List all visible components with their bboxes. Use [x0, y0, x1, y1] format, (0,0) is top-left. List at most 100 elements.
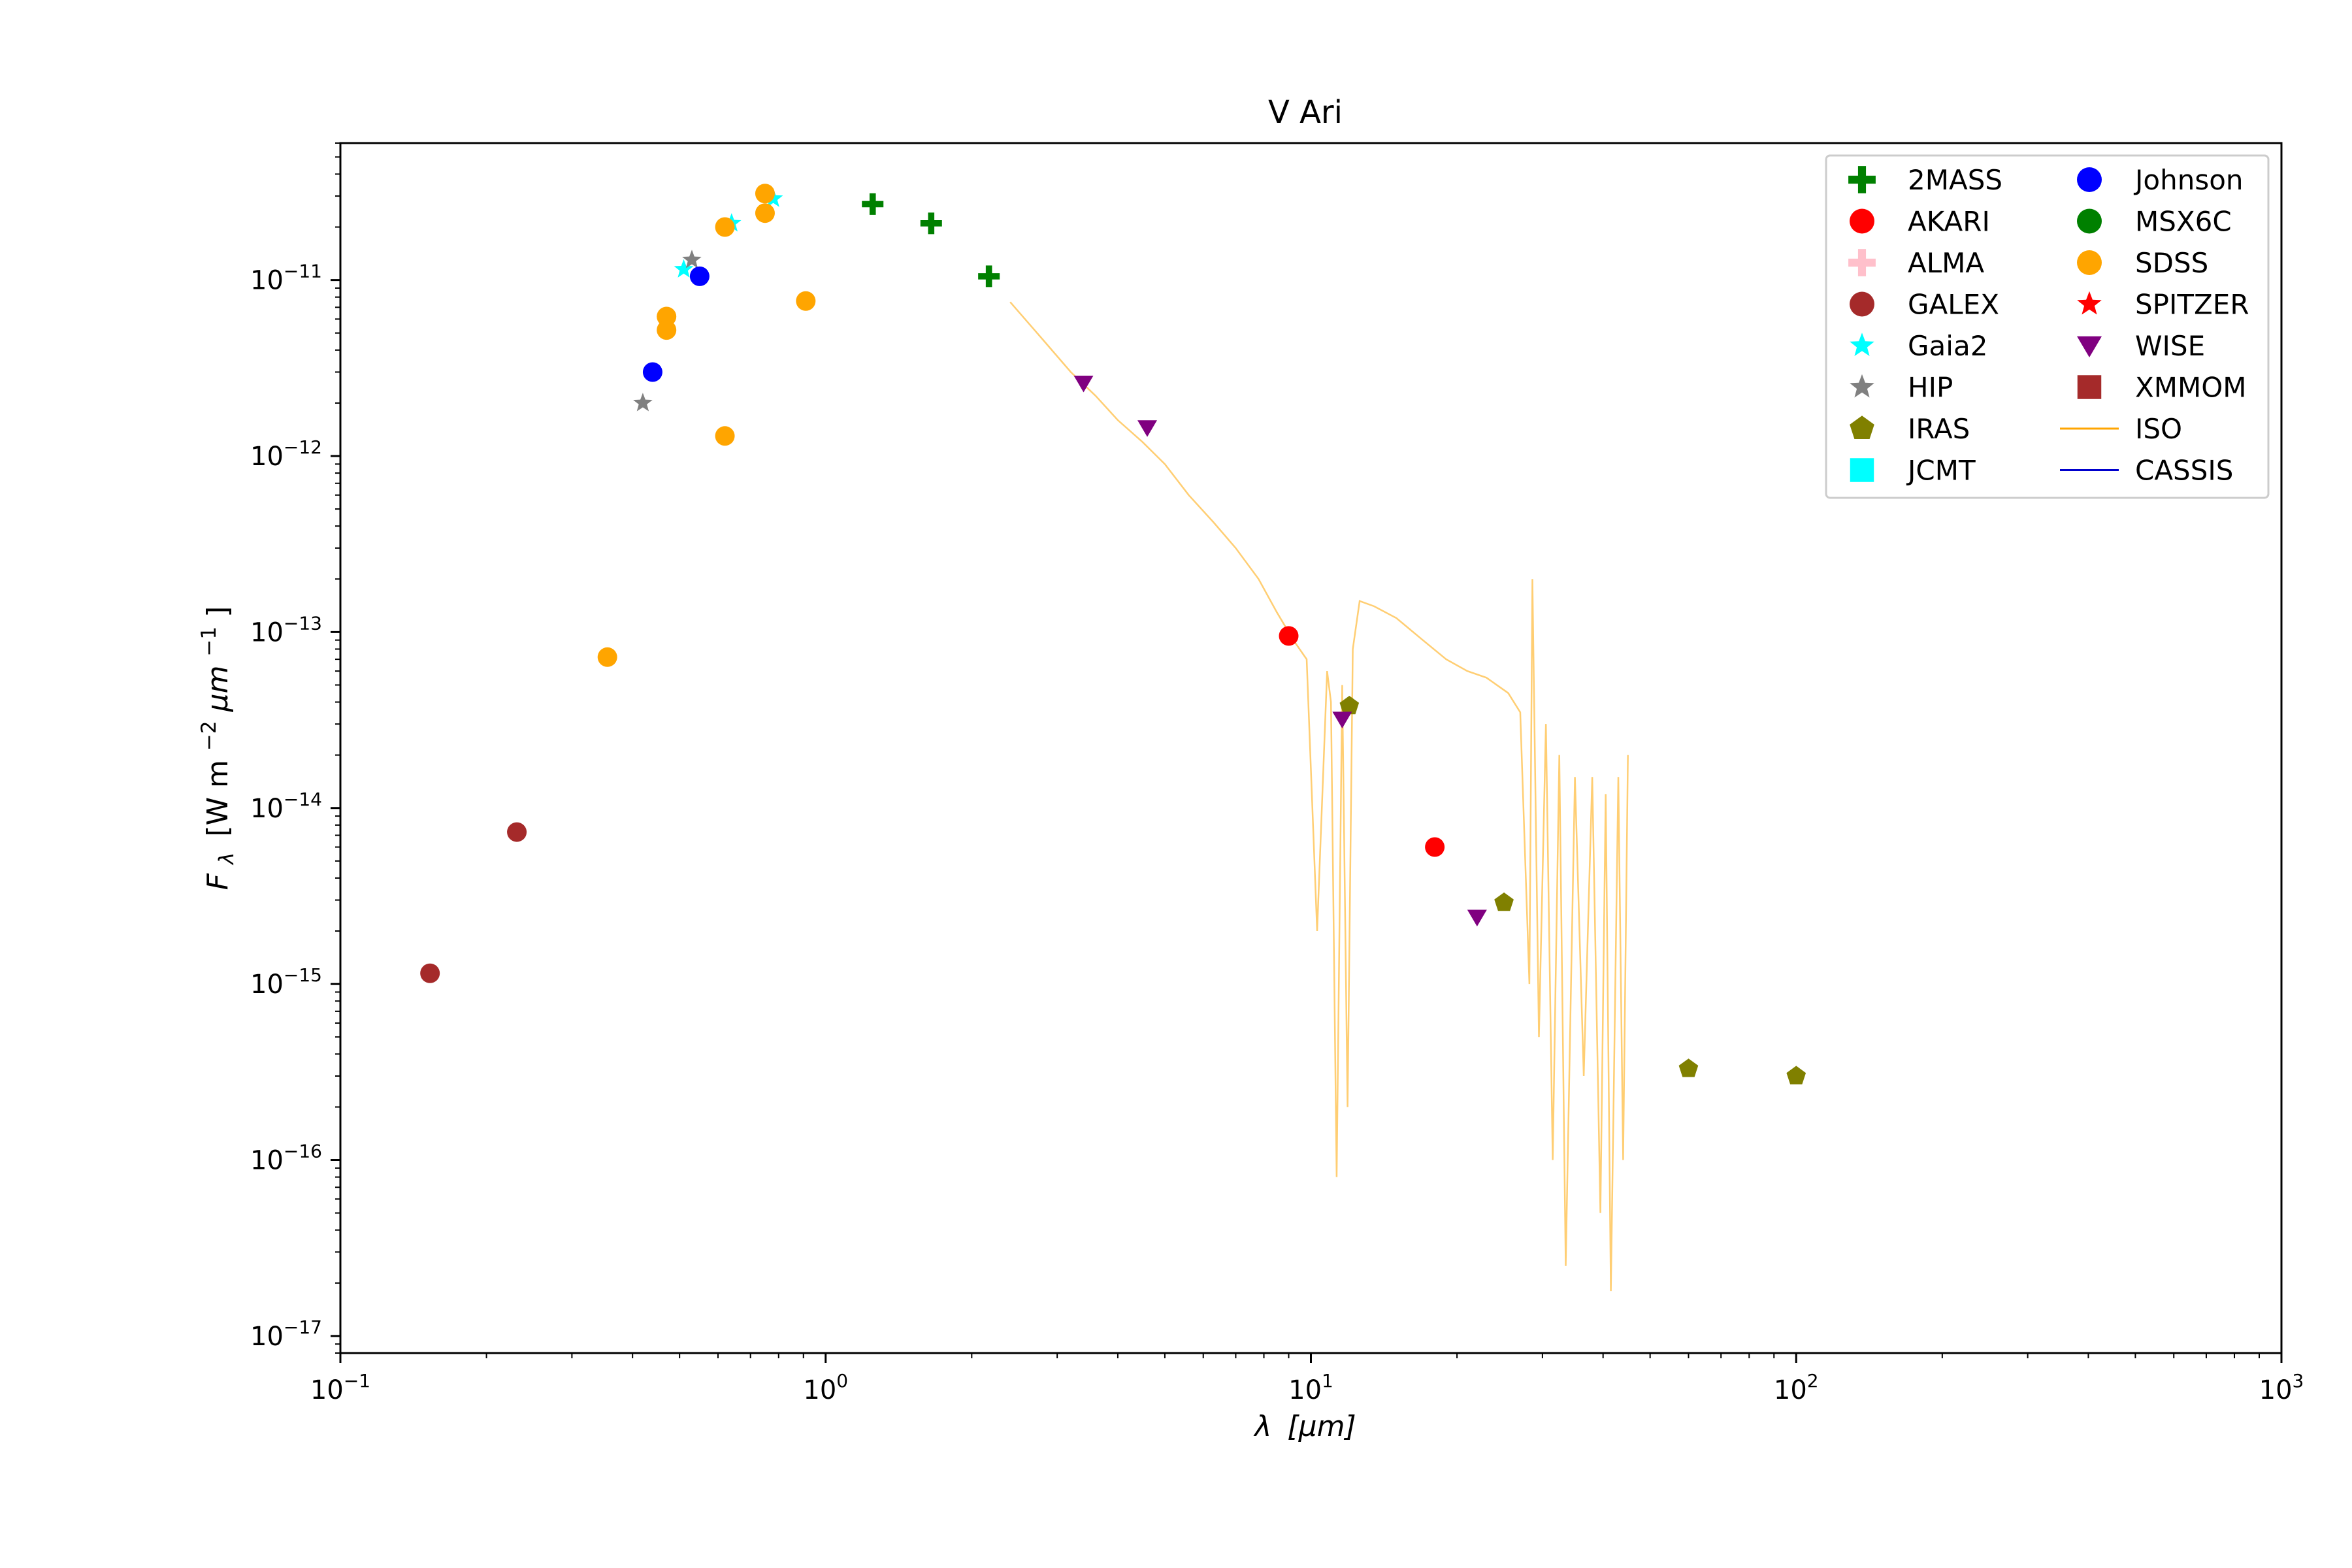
- legend-entry-cassis: CASSIS: [2060, 455, 2233, 487]
- iras-point: [1339, 696, 1360, 715]
- legend-entry-alma: ALMA: [1848, 247, 1984, 279]
- legend-label: XMMOM: [2135, 372, 2247, 404]
- x-tick-label: 10−1: [310, 1370, 370, 1405]
- legend: 2MASS AKARI ALMA GALEX Gaia2 HIP IRAS JCMT Johns…: [1825, 154, 2270, 499]
- y-axis-label-var: F: [201, 873, 235, 890]
- legend-swatch: [1850, 458, 1874, 482]
- legend-swatch: [2077, 291, 2102, 315]
- x-axis-label: λ [μm]: [1253, 1410, 1356, 1443]
- johnson-point: [689, 266, 710, 286]
- hip-point: [633, 393, 653, 412]
- legend-entry-msx6c: MSX6C: [2077, 206, 2232, 238]
- legend-items: 2MASS AKARI ALMA GALEX Gaia2 HIP IRAS JCMT Johns…: [1848, 164, 2249, 487]
- hip-point: [682, 250, 702, 269]
- gaia2-point: [674, 259, 694, 278]
- sdss-point: [715, 426, 735, 446]
- y-tick-label: 10−11: [250, 261, 322, 296]
- y-tick-label: 10−16: [250, 1141, 322, 1176]
- legend-label: HIP: [1908, 372, 1953, 404]
- legend-entry-iso: ISO: [2060, 413, 2182, 445]
- legend-swatch: [1850, 374, 1874, 398]
- legend-box: [1825, 154, 2270, 499]
- legend-swatch: [1850, 208, 1874, 234]
- axis-ticks-layer: 10−1 100 101 102 103 10−17 10−16 10−15 10−14 10−1…: [250, 142, 2304, 1405]
- sdss-point: [796, 291, 816, 311]
- legend-entry-iras: IRAS: [1850, 413, 1970, 445]
- legend-label: GALEX: [1908, 289, 1999, 321]
- legend-swatch: [2077, 250, 2102, 275]
- iras-point: [1494, 892, 1514, 911]
- legend-entry-hip: HIP: [1850, 372, 1953, 404]
- y-tick-label: 10−14: [250, 789, 322, 824]
- y-axis-label-end: ]: [201, 606, 235, 617]
- legend-swatch: [2077, 375, 2102, 399]
- legend-label: SPITZER: [2135, 289, 2249, 321]
- sdss-point: [657, 306, 677, 327]
- sdss-point: [657, 320, 677, 340]
- data-points-layer: [420, 184, 1806, 1085]
- legend-entry-spitzer: SPITZER: [2077, 289, 2249, 321]
- legend-swatch: [1850, 291, 1874, 317]
- legend-entry-2mass: 2MASS: [1848, 164, 2002, 196]
- y-axis-label: F λ [W m −2 μm −1 ]: [189, 606, 240, 890]
- legend-entry-jcmt: JCMT: [1850, 455, 1976, 487]
- legend-label: Johnson: [2133, 164, 2244, 196]
- legend-label: CASSIS: [2135, 455, 2233, 487]
- x-axis-label-unit: [μm]: [1287, 1410, 1356, 1443]
- galex-point: [507, 822, 527, 842]
- galex-point: [420, 963, 440, 983]
- legend-swatch: [1850, 416, 1874, 439]
- sdss-point: [755, 203, 775, 223]
- y-tick-label: 10−17: [250, 1316, 322, 1352]
- sdss-point: [715, 217, 735, 237]
- x-tick-label: 100: [803, 1370, 848, 1405]
- iras-point: [1678, 1058, 1699, 1077]
- x-tick-label: 102: [1774, 1370, 1819, 1405]
- legend-swatch: [1848, 166, 1876, 193]
- legend-swatch: [2077, 336, 2102, 358]
- sdss-point: [597, 647, 617, 667]
- wise-point: [1332, 711, 1352, 728]
- sdss-point: [755, 184, 775, 204]
- legend-entry-galex: GALEX: [1850, 289, 1999, 321]
- legend-entry-gaia2: Gaia2: [1850, 330, 1987, 362]
- legend-entry-akari: AKARI: [1850, 206, 1990, 238]
- akari-point: [1425, 837, 1445, 857]
- legend-swatch: [1848, 249, 1876, 276]
- legend-label: WISE: [2135, 330, 2205, 362]
- wise-point: [1137, 420, 1158, 437]
- x-tick-label: 101: [1288, 1370, 1333, 1405]
- y-axis-label-exp1: −2: [197, 721, 221, 751]
- y-axis-label-sub: λ: [215, 853, 238, 866]
- legend-label: IRAS: [1908, 413, 1970, 445]
- 2mass-point: [920, 212, 942, 235]
- 2mass-point: [978, 265, 1000, 287]
- legend-entry-wise: WISE: [2077, 330, 2205, 362]
- iso-spectrum-layer: [1009, 301, 1629, 1292]
- legend-swatch: [1850, 333, 1874, 356]
- legend-label: SDSS: [2135, 247, 2208, 279]
- legend-label: Gaia2: [1908, 330, 1987, 362]
- y-axis-label-exp2: −1: [197, 627, 221, 657]
- wise-point: [1467, 909, 1487, 926]
- y-axis-label-unit: [W m: [201, 760, 235, 837]
- legend-entry-sdss: SDSS: [2077, 247, 2208, 279]
- akari-point: [1279, 626, 1299, 646]
- x-tick-label: 103: [2259, 1370, 2304, 1405]
- y-axis-label-mid: μm: [201, 666, 235, 713]
- legend-label: ISO: [2135, 413, 2182, 445]
- iras-point: [1786, 1066, 1806, 1085]
- legend-entry-johnson: Johnson: [2077, 164, 2244, 196]
- legend-label: AKARI: [1908, 206, 1990, 238]
- legend-label: MSX6C: [2135, 206, 2232, 238]
- y-tick-label: 10−15: [250, 964, 322, 1000]
- johnson-point: [642, 362, 662, 382]
- legend-label: JCMT: [1906, 455, 1976, 487]
- y-tick-label: 10−13: [250, 612, 322, 647]
- legend-swatch: [2077, 208, 2102, 234]
- x-axis-label-var: λ: [1253, 1410, 1271, 1443]
- legend-swatch: [2077, 167, 2102, 192]
- legend-label: ALMA: [1908, 247, 1984, 279]
- wise-point: [1073, 375, 1094, 393]
